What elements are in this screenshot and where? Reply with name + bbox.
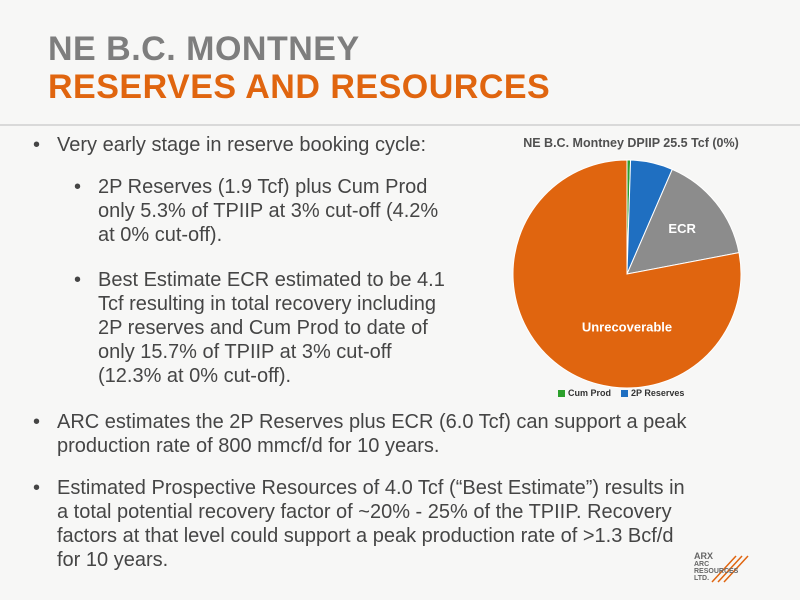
bullet-text: Best Estimate ECR estimated to be 4.1 Tc… (98, 269, 445, 387)
bullet-dot: • (74, 176, 82, 198)
logo-ltd: LTD. (694, 575, 710, 582)
logo-resources: RESOURCES (694, 568, 739, 575)
logo-arx: ARX (694, 551, 714, 561)
legend-swatch (621, 389, 629, 397)
pie-slice-ecr (626, 168, 740, 275)
logo-text: ARX ARC RESOURCES LTD. (694, 551, 739, 583)
title-divider (0, 124, 800, 126)
bullet-2: • ARC estimates the 2P Reserves plus ECR… (33, 410, 777, 458)
chart-title: NE B.C. Montney DPIIP 25.5 Tcf (0%) (523, 136, 739, 150)
bullet-dot: • (33, 134, 41, 156)
title-line-1: NE B.C. MONTNEY (48, 30, 360, 68)
legend-item-cum-prod: Cum Prod (558, 388, 611, 398)
bullet-3: • Estimated Prospective Resources of 4.0… (33, 476, 777, 572)
bullet-dot: • (74, 269, 82, 291)
sub-bullet-1: • 2P Reserves (1.9 Tcf) plus Cum Prod on… (74, 175, 488, 247)
legend-label: 2P Reserves (631, 388, 685, 398)
bullet-dot: • (33, 477, 41, 499)
title-line-2: RESERVES AND RESOURCES (48, 68, 551, 106)
bullet-dot: • (33, 411, 41, 433)
pie-label-ecr: ECR (668, 221, 696, 236)
bullet-text: Very early stage in reserve booking cycl… (57, 134, 427, 156)
bullet-text: Estimated Prospective Resources of 4.0 T… (57, 477, 685, 571)
sub-bullet-2: • Best Estimate ECR estimated to be 4.1 … (74, 268, 488, 388)
pie-chart: ECR Unrecoverable NE B.C. Montney DPIIP 2… (496, 130, 766, 408)
legend-item-2p-reserves: 2P Reserves (621, 388, 684, 398)
logo-mark (711, 555, 749, 583)
legend-label: Cum Prod (568, 388, 612, 398)
pie-slice-unrecoverable (512, 159, 742, 389)
logo-arc: ARC (694, 561, 710, 568)
pie-chart-svg: ECR Unrecoverable (512, 159, 742, 389)
bullet-text: 2P Reserves (1.9 Tcf) plus Cum Prod only… (98, 176, 439, 246)
slide-title: NE B.C. MONTNEY RESERVES AND RESOURCES (48, 30, 550, 106)
company-logo: ARX ARC RESOURCES LTD. (694, 552, 750, 586)
pie-label-unrecoverable: Unrecoverable (582, 319, 672, 334)
bullet-text: ARC estimates the 2P Reserves plus ECR (… (57, 411, 687, 457)
legend-swatch (558, 389, 565, 397)
bullet-1: • Very early stage in reserve booking cy… (33, 133, 477, 157)
chart-legend: Cum Prod 2P Reserves (558, 388, 694, 399)
